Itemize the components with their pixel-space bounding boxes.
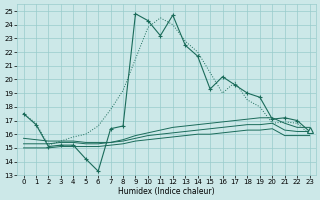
X-axis label: Humidex (Indice chaleur): Humidex (Indice chaleur) xyxy=(118,187,215,196)
